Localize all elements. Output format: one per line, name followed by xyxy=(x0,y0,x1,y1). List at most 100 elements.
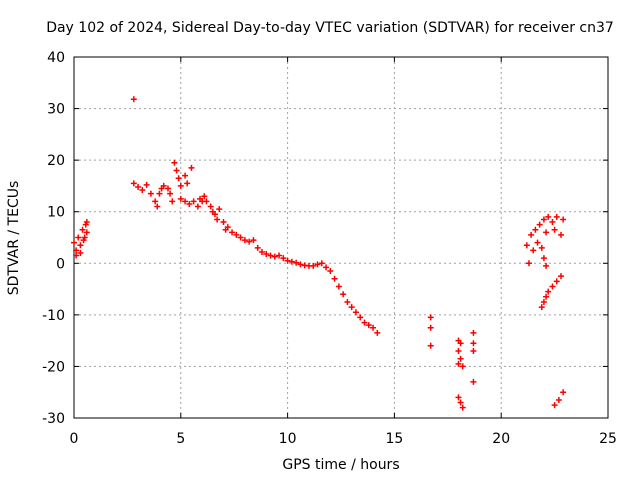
data-point xyxy=(284,257,291,264)
data-point xyxy=(538,244,545,251)
x-tick-label: 0 xyxy=(70,431,79,447)
data-point xyxy=(459,404,466,411)
data-point xyxy=(528,231,535,238)
data-point xyxy=(525,260,532,267)
data-point xyxy=(374,329,381,336)
data-point xyxy=(188,164,195,171)
data-point xyxy=(175,175,182,182)
data-point xyxy=(211,211,218,218)
data-point xyxy=(457,399,464,406)
data-point xyxy=(530,247,537,254)
grid-lines xyxy=(74,57,608,418)
data-point xyxy=(560,389,567,396)
data-point xyxy=(177,195,184,202)
data-point xyxy=(229,229,236,236)
data-point xyxy=(540,216,547,223)
data-point xyxy=(365,322,372,329)
series-outlier xyxy=(130,96,137,103)
data-point xyxy=(558,273,565,280)
data-point xyxy=(152,198,159,205)
y-tick-label: 10 xyxy=(47,205,65,221)
data-point xyxy=(558,231,565,238)
y-tick-label: -30 xyxy=(42,411,65,427)
data-point xyxy=(549,283,556,290)
data-point xyxy=(538,304,545,311)
data-point xyxy=(73,252,80,259)
x-tick-label: 5 xyxy=(176,431,185,447)
y-tick-label: 0 xyxy=(56,256,65,272)
data-point xyxy=(143,181,150,188)
data-points xyxy=(71,96,567,411)
data-point xyxy=(470,378,477,385)
data-point xyxy=(293,259,300,266)
data-point xyxy=(220,219,227,226)
data-point xyxy=(75,234,82,241)
data-point xyxy=(540,298,547,305)
data-point xyxy=(80,237,87,244)
data-point xyxy=(534,239,541,246)
data-point xyxy=(523,242,530,249)
y-tick-label: 30 xyxy=(47,102,65,118)
data-point xyxy=(470,347,477,354)
data-point xyxy=(241,237,248,244)
data-point xyxy=(427,324,434,331)
data-point xyxy=(156,190,163,197)
plot-frame xyxy=(73,56,609,419)
data-point xyxy=(207,203,214,210)
data-point xyxy=(543,229,550,236)
data-point xyxy=(224,224,231,231)
data-point xyxy=(455,394,462,401)
data-point xyxy=(135,183,142,190)
data-point xyxy=(340,291,347,298)
data-point xyxy=(214,216,221,223)
data-point xyxy=(470,340,477,347)
data-point xyxy=(459,363,466,370)
data-point xyxy=(130,180,137,187)
data-point xyxy=(237,234,244,241)
data-point xyxy=(327,268,334,275)
data-point xyxy=(427,342,434,349)
data-point xyxy=(545,213,552,220)
data-point xyxy=(344,298,351,305)
data-point xyxy=(470,329,477,336)
data-point xyxy=(267,252,274,259)
data-point xyxy=(258,248,265,255)
data-point xyxy=(536,221,543,228)
data-point xyxy=(203,198,210,205)
data-point xyxy=(169,198,176,205)
data-point xyxy=(83,229,90,236)
data-point xyxy=(250,237,257,244)
data-point xyxy=(130,96,137,103)
data-point xyxy=(160,182,167,189)
data-point xyxy=(280,255,287,262)
y-tick-label: -20 xyxy=(42,359,65,375)
data-point xyxy=(201,193,208,200)
data-point xyxy=(77,249,84,256)
data-point xyxy=(457,355,464,362)
data-point xyxy=(357,314,364,321)
data-point xyxy=(182,198,189,205)
data-point xyxy=(297,261,304,268)
data-point xyxy=(271,253,278,260)
y-tick-label: 40 xyxy=(47,50,65,66)
data-point xyxy=(184,180,191,187)
series-late xyxy=(523,213,567,409)
series-early xyxy=(71,219,90,259)
data-point xyxy=(551,226,558,233)
axis-ticks: 0 5 10 15 20 25 -30 -20 -10 0 10 20 30 40 xyxy=(42,50,617,447)
x-axis-label: GPS time / hours xyxy=(282,457,400,473)
data-point xyxy=(173,167,180,174)
data-point xyxy=(532,226,539,233)
data-point xyxy=(323,264,330,271)
data-point xyxy=(318,260,325,267)
data-point xyxy=(310,262,317,269)
data-point xyxy=(186,200,193,207)
x-tick-label: 10 xyxy=(279,431,297,447)
data-point xyxy=(543,262,550,269)
data-point xyxy=(540,255,547,262)
data-point xyxy=(331,275,338,282)
data-point xyxy=(147,190,154,197)
data-point xyxy=(335,283,342,290)
data-point xyxy=(551,402,558,409)
data-point xyxy=(314,261,321,268)
